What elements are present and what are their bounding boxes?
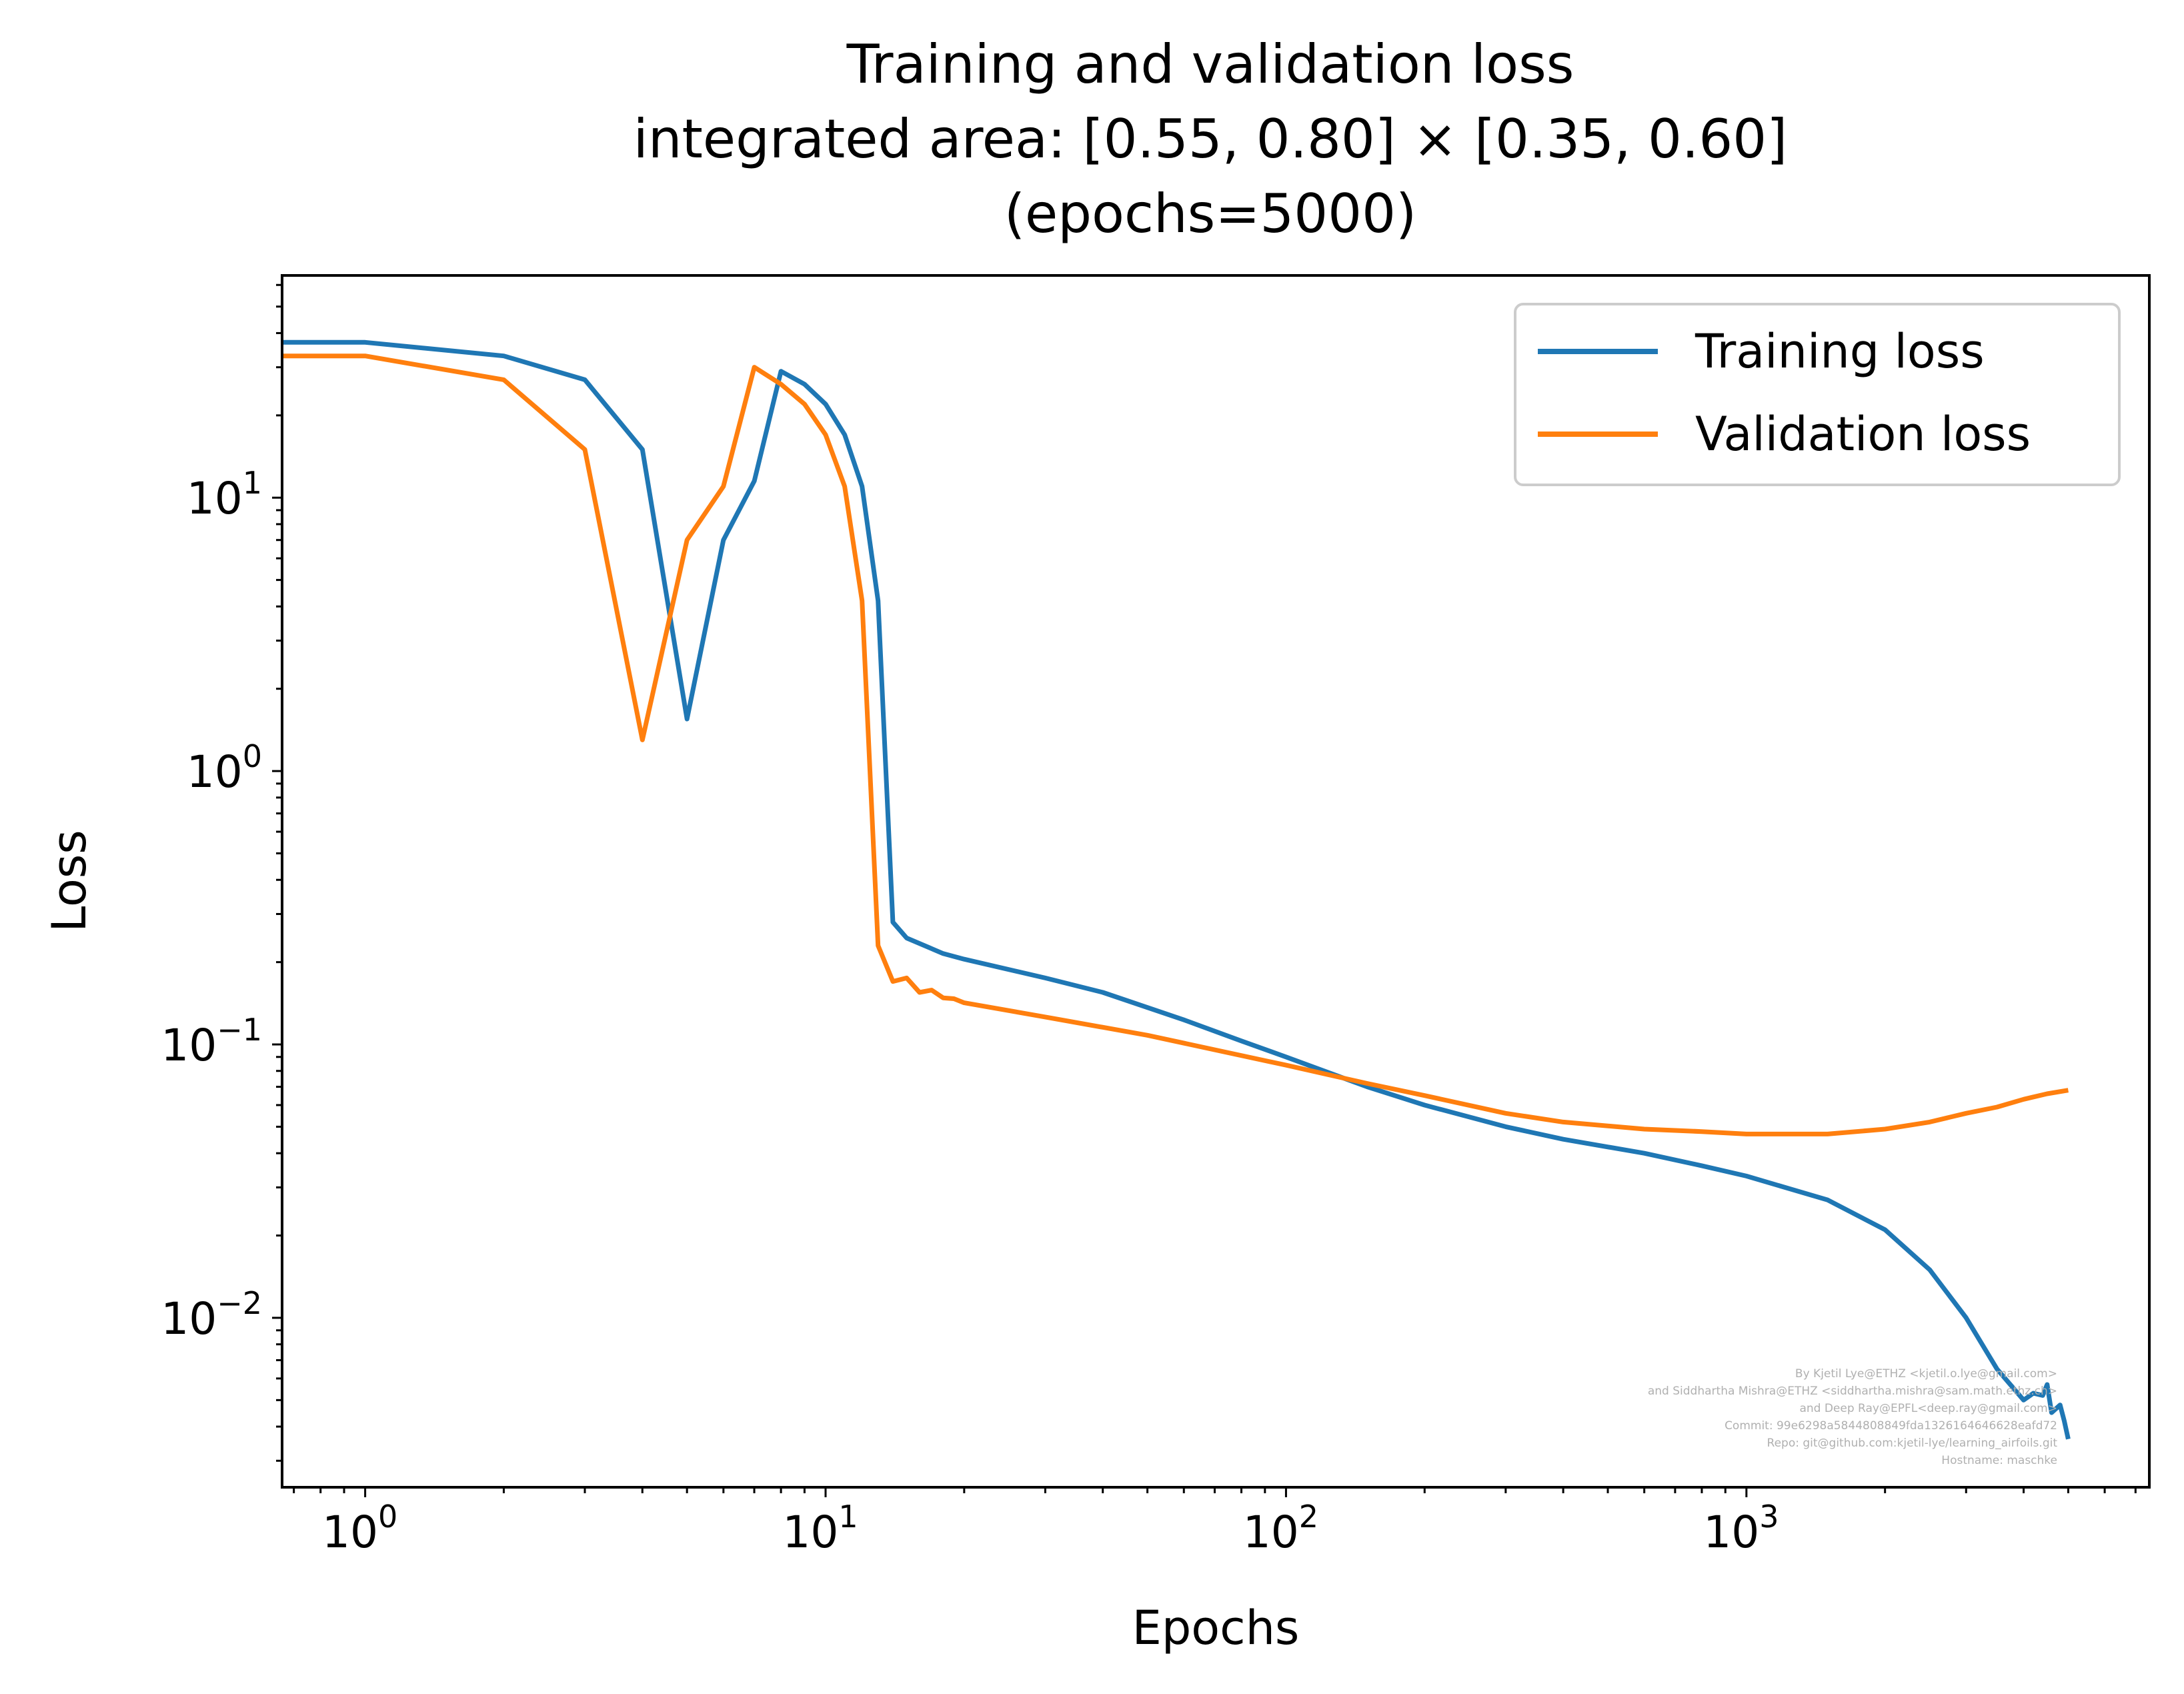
legend: Training loss Validation loss: [1514, 303, 2121, 486]
axes-frame: [281, 274, 2151, 1489]
plot-area: By Kjetil Lye@ETHZ <kjetil.o.lye@gmail.c…: [161, 274, 2151, 1558]
legend-label-training: Training loss: [1695, 324, 1985, 379]
y-tick-label: 101: [187, 465, 262, 524]
credit-line: Hostname: maschke: [1941, 1454, 2057, 1467]
credit-line: Repo: git@github.com:kjetil-lye/learning…: [1767, 1437, 2058, 1450]
credit-text: By Kjetil Lye@ETHZ <kjetil.o.lye@gmail.c…: [1648, 1367, 2057, 1467]
chart-subtitle-epochs: (epochs=5000): [1004, 183, 1416, 245]
credit-line: and Siddhartha Mishra@ETHZ <siddhartha.m…: [1648, 1385, 2057, 1398]
credit-line: and Deep Ray@EPFL<deep.ray@gmail.com>: [1799, 1402, 2057, 1415]
series-layer: [282, 339, 2071, 1440]
series-line-training-loss: [282, 339, 2071, 1440]
chart-subtitle-area: integrated area: [0.55, 0.80] × [0.35, 0…: [634, 108, 1788, 170]
x-tick-label: 102: [1243, 1499, 1318, 1558]
legend-box: [1514, 303, 2121, 486]
x-tick-label: 100: [322, 1499, 397, 1558]
y-axis-label: Loss: [42, 830, 97, 932]
x-axis-label: Epochs: [1132, 1601, 1300, 1655]
y-tick-label: 10−1: [161, 1012, 262, 1071]
x-tick-label: 103: [1703, 1499, 1779, 1558]
chart-title: Training and validation loss: [846, 33, 1574, 95]
credit-line: Commit: 99e6298a5844808849fda13261646466…: [1725, 1419, 2057, 1433]
ticks: 100 101 102 103 10−2 10−1 100 101: [161, 283, 2137, 1558]
series-line-validation-loss: [282, 353, 2069, 1136]
y-tick-label: 10−2: [161, 1285, 262, 1345]
legend-label-validation: Validation loss: [1695, 407, 2031, 462]
y-tick-label: 100: [187, 738, 262, 798]
x-tick-label: 101: [782, 1499, 858, 1558]
credit-line: By Kjetil Lye@ETHZ <kjetil.o.lye@gmail.c…: [1795, 1367, 2057, 1381]
